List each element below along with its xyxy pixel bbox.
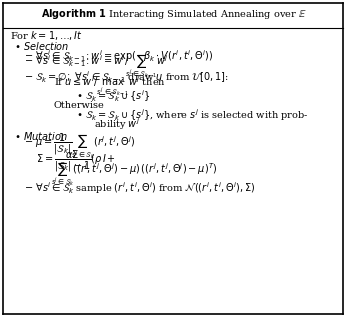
Text: If $u \leq w^i / \max_{s^j \in \mathcal{S}_{k-1}} w^j$ then: If $u \leq w^i / \max_{s^j \in \mathcal{… — [54, 75, 166, 98]
Text: $-\ \forall s^i \in \mathcal{S}_{k-1}\!: w^i = w^i/\!\sum_{s^j \in \mathcal{S}_{: $-\ \forall s^i \in \mathcal{S}_{k-1}\!:… — [24, 52, 169, 80]
Text: Otherwise: Otherwise — [54, 101, 104, 110]
Text: ability $w^j$: ability $w^j$ — [93, 117, 140, 133]
Text: $\mathbf{Algorithm\ 1}$ Interacting Simulated Annealing over $\mathbb{E}$: $\mathbf{Algorithm\ 1}$ Interacting Simu… — [40, 7, 306, 21]
Text: $-\ \mathcal{S}_k = \emptyset;\ \forall s^i \in \mathcal{S}_{k-1}$ draw $u$ from: $-\ \mathcal{S}_k = \emptyset;\ \forall … — [24, 69, 229, 85]
Text: $-\ \mu = \dfrac{1}{|\mathcal{S}_k|}\sum_{s^j \in \mathcal{S}_k}(r^j, t^j, \Thet: $-\ \mu = \dfrac{1}{|\mathcal{S}_k|}\sum… — [24, 132, 136, 161]
Text: $\bullet\ \mathcal{S}_k = \mathcal{S}_k \cup \{s^j\}$, where $s^j$ is selected w: $\bullet\ \mathcal{S}_k = \mathcal{S}_k … — [76, 107, 309, 123]
Text: $\bullet$ $\mathit{Selection}$: $\bullet$ $\mathit{Selection}$ — [14, 40, 69, 52]
Text: $-\ \forall s^i \in \mathcal{S}_k$ sample $(r^i, t^i, \Theta^i)$ from $\mathcal{: $-\ \forall s^i \in \mathcal{S}_k$ sampl… — [24, 180, 256, 196]
Text: $-\ \forall s^i \in \mathcal{S}_{k-1}\!: w^i = \exp(-\beta_k \cdot V(r^i, t^i, \: $-\ \forall s^i \in \mathcal{S}_{k-1}\!:… — [24, 48, 214, 64]
Text: $\bullet$ $\mathit{Mutation}$: $\bullet$ $\mathit{Mutation}$ — [14, 130, 68, 142]
Text: $\sum_{s^j \in \mathcal{S}_k}((r^j, t^j, \Theta^j) - \mu)\,((r^j, t^j, \Theta^j): $\sum_{s^j \in \mathcal{S}_k}((r^j, t^j,… — [51, 160, 218, 188]
Text: For $k = 1, \ldots, It$: For $k = 1, \ldots, It$ — [10, 29, 83, 42]
Text: $\Sigma = \dfrac{\alpha\Sigma}{|\mathcal{S}_k|-1}(\rho\, I +$: $\Sigma = \dfrac{\alpha\Sigma}{|\mathcal… — [36, 149, 116, 174]
Text: $\bullet\ \mathcal{S}_k = \mathcal{S}_k \cup \{s^i\}$: $\bullet\ \mathcal{S}_k = \mathcal{S}_k … — [76, 88, 151, 104]
